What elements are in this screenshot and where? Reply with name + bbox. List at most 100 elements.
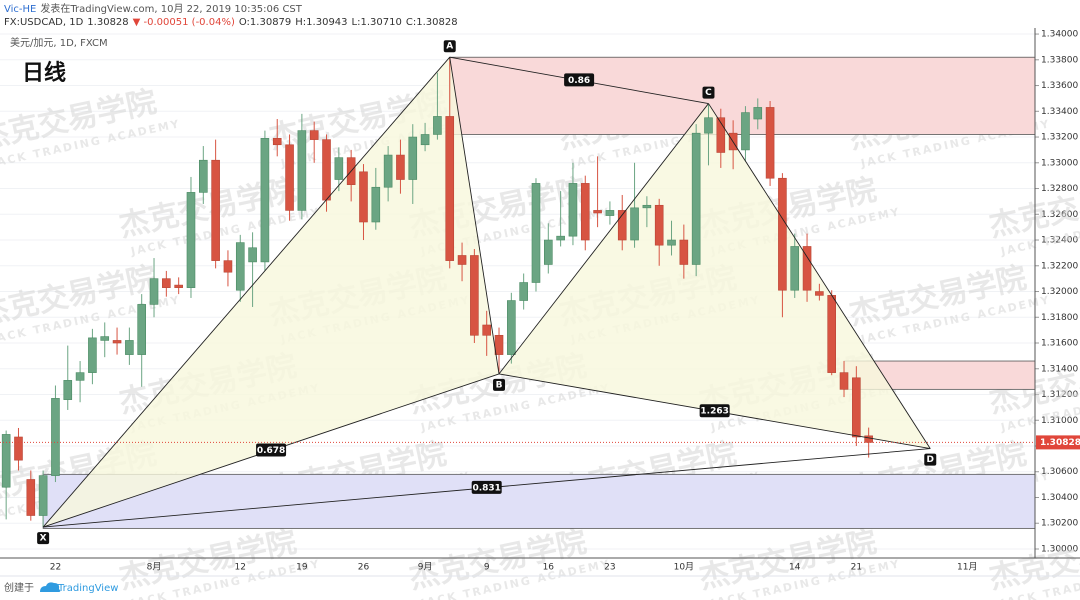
- point-box: [37, 532, 50, 545]
- change: ▼ -0.00051 (-0.04%): [133, 17, 235, 28]
- candle-body: [371, 186, 381, 223]
- ohlc-value: 1.30710: [360, 17, 401, 28]
- x-tick-label: 21: [851, 563, 862, 573]
- candle-body: [716, 117, 726, 153]
- point-label: B: [496, 380, 503, 390]
- ratio-box: [256, 443, 287, 457]
- candle-body: [470, 255, 479, 336]
- timeframe-label: 日线: [22, 60, 66, 86]
- pattern-line: [42, 56, 451, 528]
- candle-body: [519, 282, 528, 301]
- candle-body: [359, 171, 368, 223]
- candle-body: [38, 475, 48, 516]
- candle-body: [790, 246, 800, 291]
- y-tick-label: 1.31200: [1041, 390, 1078, 400]
- candle-body: [839, 372, 849, 390]
- candle-body: [568, 183, 578, 237]
- candle-body: [753, 107, 763, 120]
- candle-body: [1, 434, 11, 488]
- candle-body: [100, 336, 110, 341]
- ohlc-key: O:: [239, 17, 250, 28]
- candle-body: [51, 398, 60, 476]
- candle-body: [309, 130, 319, 140]
- candle-body: [149, 278, 159, 305]
- point-box: [924, 453, 937, 466]
- y-tick-label: 1.33200: [1041, 133, 1078, 143]
- candle-body: [396, 154, 405, 180]
- author[interactable]: Vic-HE: [4, 4, 36, 15]
- candle-body: [285, 144, 294, 211]
- ratio-box: [564, 73, 595, 87]
- published: 发表在TradingView.com, 10月 22, 2019 10:35:0…: [40, 2, 302, 15]
- candle-body: [420, 134, 430, 146]
- candle-body: [248, 247, 257, 263]
- footer-created: 创建于: [4, 581, 34, 594]
- candle-body: [14, 436, 23, 461]
- candle-body: [617, 210, 627, 241]
- x-tick-label: 22: [50, 563, 61, 573]
- y-tick-label: 1.30600: [1041, 467, 1078, 477]
- candle-body: [88, 337, 97, 373]
- footer-brand[interactable]: TradingView: [57, 583, 118, 594]
- pattern-line: [708, 103, 931, 449]
- y-tick-label: 1.30200: [1041, 519, 1078, 529]
- candle-body: [162, 278, 171, 288]
- pattern-line: [449, 57, 500, 374]
- ohlc-key: H:: [295, 17, 306, 28]
- candle-body: [827, 295, 836, 373]
- candle-body: [174, 284, 183, 288]
- candle-body: [691, 132, 701, 265]
- y-tick-label: 1.32200: [1041, 261, 1078, 271]
- y-tick-label: 1.32400: [1041, 236, 1078, 246]
- x-tick-label: 23: [604, 563, 615, 573]
- candle-body: [408, 136, 418, 180]
- candle-body: [741, 112, 750, 151]
- y-tick-label: 1.33400: [1041, 107, 1078, 117]
- symbol: FX:USDCAD, 1D: [4, 17, 84, 28]
- candle-body: [260, 138, 270, 263]
- point-label: A: [446, 42, 453, 52]
- candle-body: [199, 159, 208, 193]
- candle-body: [679, 239, 689, 265]
- candle-body: [457, 255, 467, 265]
- candle-body: [334, 157, 344, 180]
- candle-body: [445, 116, 455, 261]
- x-tick-label: 9: [484, 563, 490, 573]
- y-tick-label: 1.31000: [1041, 416, 1078, 426]
- y-tick-label: 1.32000: [1041, 287, 1078, 297]
- candle-body: [642, 204, 652, 209]
- y-tick-label: 1.32800: [1041, 184, 1078, 194]
- candle-body: [852, 377, 861, 438]
- candle-body: [235, 242, 245, 291]
- last-price-label: 1.30828: [1040, 438, 1080, 448]
- y-tick-label: 1.33800: [1041, 55, 1078, 65]
- candle-body: [494, 334, 504, 355]
- point-label: C: [705, 88, 712, 98]
- y-tick-label: 1.31600: [1041, 339, 1078, 349]
- candle-body: [531, 183, 541, 283]
- ratio-label: 0.86: [568, 76, 590, 86]
- x-tick-label: 11月: [957, 562, 977, 573]
- candle-body: [507, 300, 516, 355]
- candle-body: [704, 117, 713, 134]
- x-tick-label: 8月: [147, 562, 162, 573]
- candle-body: [322, 139, 331, 201]
- x-tick-label: 9月: [418, 562, 433, 573]
- candle-body: [26, 479, 36, 516]
- price: 1.30828: [87, 17, 128, 28]
- candle-body: [654, 204, 664, 246]
- candle-body: [580, 183, 590, 241]
- candle-body: [778, 177, 787, 291]
- instrument: 美元/加元, 1D, FXCM: [10, 36, 108, 49]
- y-tick-label: 1.32600: [1041, 210, 1078, 220]
- candle-body: [815, 291, 824, 296]
- publish-line: Vic-HE 发表在TradingView.com, 10月 22, 2019 1…: [4, 2, 303, 15]
- candle-body: [544, 239, 553, 265]
- y-tick-label: 1.31400: [1041, 364, 1078, 374]
- candle-body: [223, 260, 233, 273]
- candle-body: [556, 235, 565, 241]
- candle-body: [864, 435, 873, 443]
- candle-body: [605, 210, 615, 216]
- point-label: D: [927, 455, 934, 465]
